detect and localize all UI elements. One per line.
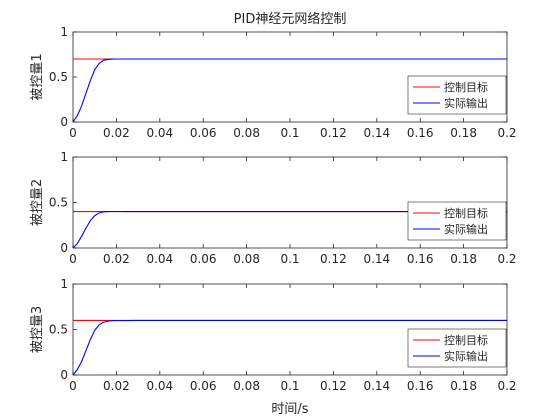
legend-label: 实际输出 <box>444 96 488 110</box>
x-tick-label: 0.2 <box>497 126 516 140</box>
x-tick-label: 0.08 <box>233 126 260 140</box>
y-tick-label: 0.5 <box>49 70 68 84</box>
legend-box <box>407 201 507 241</box>
legend-label: 控制目标 <box>444 80 488 94</box>
x-axis-label: 时间/s <box>271 402 308 417</box>
legend-label: 控制目标 <box>444 333 488 347</box>
x-tick-label: 0.16 <box>407 379 434 393</box>
y-tick-label: 0 <box>60 115 68 129</box>
subplot-1: 0 0.02 0.04 0.06 0.08 0.1 0.12 0.14 0.16 0.18 0.2 0… <box>30 25 517 140</box>
y-axis-label: 被控量1 <box>30 53 45 100</box>
x-tick-label: 0.14 <box>363 126 390 140</box>
x-tick-label: 0.1 <box>280 379 299 393</box>
x-tick-label: 0.1 <box>280 252 299 266</box>
x-tick-label: 0 <box>69 126 77 140</box>
x-tick-label: 0.1 <box>280 126 299 140</box>
x-tick-label: 0.2 <box>497 252 516 266</box>
series-line-output <box>72 210 507 249</box>
x-tick-label: 0.18 <box>450 252 477 266</box>
x-tick-label: 0.16 <box>407 252 434 266</box>
y-tick-label: 0 <box>60 241 68 255</box>
x-tick-label: 0.14 <box>363 379 390 393</box>
y-tick-label: 1 <box>60 25 68 39</box>
subplot-2: 0 0.02 0.04 0.06 0.08 0.1 0.12 0.14 0.16 0.18 0.2 0… <box>30 150 517 266</box>
x-tick-label: 0.04 <box>146 379 173 393</box>
legend-label: 实际输出 <box>444 349 488 363</box>
x-tick-label: 0 <box>69 379 77 393</box>
x-tick-label: 0.12 <box>320 379 347 393</box>
legend-box <box>407 75 507 115</box>
x-tick-label: 0.04 <box>146 252 173 266</box>
legend-box <box>407 328 507 368</box>
series-line-output <box>72 319 507 376</box>
x-tick-label: 0.02 <box>103 126 130 140</box>
y-axis-label: 被控量3 <box>30 306 45 353</box>
x-tick-label: 0.02 <box>103 379 130 393</box>
x-tick-label: 0.12 <box>320 252 347 266</box>
y-tick-label: 0 <box>60 368 68 382</box>
x-tick-label: 0.16 <box>407 126 434 140</box>
legend-label: 控制目标 <box>444 206 488 220</box>
y-tick-label: 0.5 <box>49 196 68 210</box>
series-line-output <box>72 58 507 123</box>
figure-title: PID神经元网络控制 <box>234 11 347 27</box>
x-tick-label: 0.2 <box>497 379 516 393</box>
subplot-3: 0 0.02 0.04 0.06 0.08 0.1 0.12 0.14 0.16 0.18 0.2 0… <box>30 277 517 393</box>
subplots: 0 0.02 0.04 0.06 0.08 0.1 0.12 0.14 0.16 0.18 0.2 0… <box>30 25 517 393</box>
x-tick-label: 0.12 <box>320 126 347 140</box>
x-tick-label: 0 <box>69 252 77 266</box>
x-tick-label: 0.06 <box>190 126 217 140</box>
x-tick-label: 0.08 <box>233 252 260 266</box>
x-tick-label: 0.14 <box>363 252 390 266</box>
x-tick-label: 0.06 <box>190 252 217 266</box>
x-tick-label: 0.06 <box>190 379 217 393</box>
x-tick-label: 0.04 <box>146 126 173 140</box>
x-tick-label: 0.02 <box>103 252 130 266</box>
x-tick-label: 0.08 <box>233 379 260 393</box>
y-tick-label: 1 <box>60 150 68 164</box>
y-axis-label: 被控量2 <box>30 179 45 226</box>
y-tick-label: 0.5 <box>49 323 68 337</box>
y-tick-label: 1 <box>60 277 68 291</box>
x-tick-label: 0.18 <box>450 126 477 140</box>
legend-label: 实际输出 <box>444 222 488 236</box>
x-tick-label: 0.18 <box>450 379 477 393</box>
